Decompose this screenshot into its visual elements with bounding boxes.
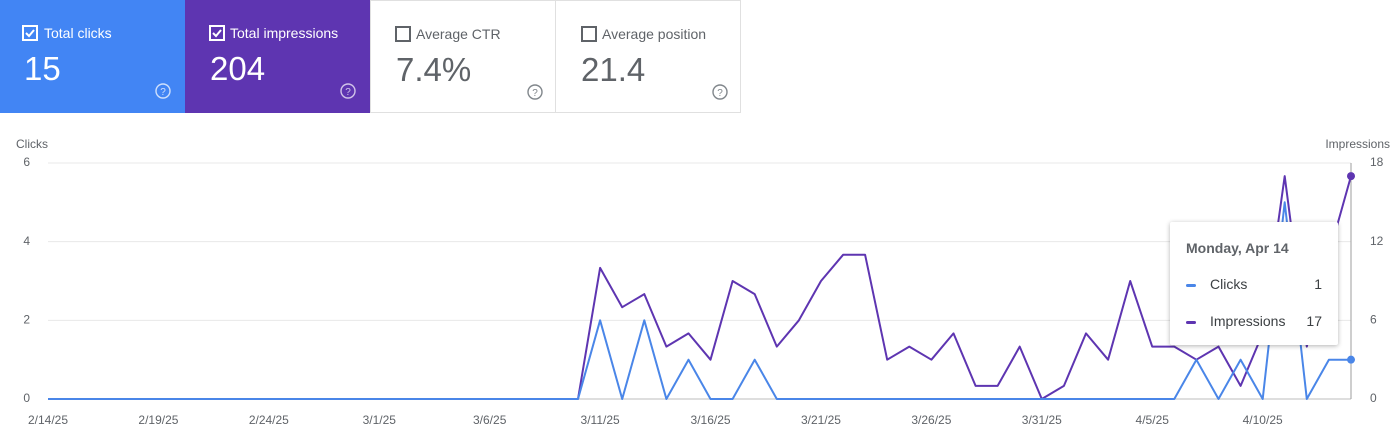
x-tick-label: 3/6/25	[473, 413, 507, 427]
y2-tick-label: 18	[1370, 155, 1384, 169]
y-tick-label: 2	[23, 313, 30, 327]
card-value: 7.4%	[396, 51, 472, 88]
y2-tick-label: 12	[1370, 234, 1384, 248]
x-tick-label: 4/5/25	[1136, 413, 1170, 427]
metric-card[interactable]: Total clicks 15 ?	[0, 0, 185, 113]
checkbox[interactable]	[581, 26, 597, 42]
x-tick-label: 2/14/25	[28, 413, 68, 427]
x-tick-label: 3/31/25	[1022, 413, 1062, 427]
x-tick-label: 4/10/25	[1243, 413, 1283, 427]
x-tick-label: 2/19/25	[138, 413, 178, 427]
swatch	[1186, 321, 1196, 324]
help-icon[interactable]: ?	[340, 83, 356, 99]
x-tick-label: 2/24/25	[249, 413, 289, 427]
checkbox[interactable]	[22, 25, 38, 41]
tooltip-value: 1	[1314, 276, 1322, 292]
card-label: Average position	[602, 26, 707, 42]
x-tick-label: 3/11/25	[581, 413, 620, 427]
tooltip-row: Clicks 1	[1186, 276, 1322, 296]
y-tick-label: 4	[23, 234, 30, 248]
y2-axis-label: Impressions	[1325, 137, 1390, 151]
tooltip-date: Monday, Apr 14	[1186, 240, 1289, 256]
swatch	[1186, 284, 1196, 287]
series-line	[48, 175, 1352, 400]
svg-text:?: ?	[160, 87, 166, 98]
tooltip-label: Impressions	[1210, 313, 1286, 329]
checkbox[interactable]	[209, 25, 225, 41]
metric-card[interactable]: Average CTR 7.4% ?	[370, 0, 556, 113]
metric-card[interactable]: Total impressions 204 ?	[185, 0, 370, 113]
card-value: 15	[24, 50, 61, 87]
help-icon[interactable]: ?	[527, 84, 543, 100]
y-tick-label: 6	[23, 155, 30, 169]
svg-text:?: ?	[345, 87, 351, 98]
y-tick-label: 0	[23, 391, 30, 405]
tooltip-value: 17	[1306, 313, 1322, 329]
x-tick-label: 3/21/25	[801, 413, 841, 427]
card-label: Total clicks	[44, 25, 112, 41]
x-tick-label: 3/16/25	[691, 413, 731, 427]
hover-point	[1347, 355, 1355, 364]
card-label: Total impressions	[230, 25, 339, 41]
checkbox[interactable]	[395, 26, 411, 42]
x-tick-label: 3/26/25	[911, 413, 951, 427]
tooltip: Monday, Apr 14 Clicks 1 Impressions 17	[1170, 222, 1338, 345]
svg-text:?: ?	[532, 88, 538, 99]
y2-tick-label: 0	[1370, 391, 1377, 405]
tooltip-row: Impressions 17	[1186, 313, 1322, 333]
help-icon[interactable]: ?	[712, 84, 728, 100]
hover-point	[1347, 172, 1355, 181]
tooltip-label: Clicks	[1210, 276, 1248, 292]
series-line	[48, 201, 1351, 400]
help-icon[interactable]: ?	[155, 83, 171, 99]
metric-card[interactable]: Average position 21.4 ?	[555, 0, 741, 113]
card-value: 21.4	[581, 51, 646, 88]
y-axis-label: Clicks	[16, 137, 48, 151]
card-value: 204	[210, 50, 266, 87]
x-tick-label: 3/1/25	[363, 413, 397, 427]
svg-text:?: ?	[717, 88, 723, 99]
y2-tick-label: 6	[1370, 313, 1377, 327]
card-label: Average CTR	[416, 26, 501, 42]
